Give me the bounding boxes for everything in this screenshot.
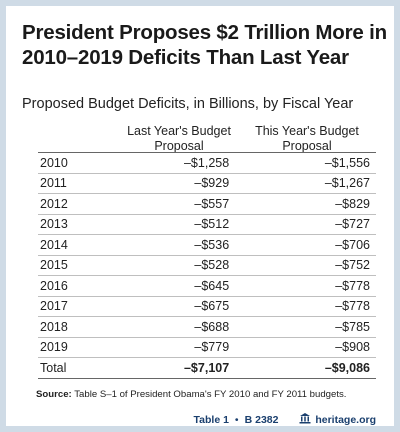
year-cell: 2013 bbox=[38, 214, 111, 235]
source-label: Source: bbox=[36, 389, 72, 400]
last-year-value: –$528 bbox=[110, 255, 238, 276]
column-header-this-year: This Year's Budget Proposal bbox=[255, 124, 359, 153]
source-note: Source: Table S–1 of President Obama's F… bbox=[36, 389, 386, 400]
table-row: 2012 –$557 –$829 bbox=[38, 193, 376, 215]
last-year-value: –$929 bbox=[110, 173, 238, 194]
year-cell: 2019 bbox=[38, 337, 111, 358]
year-cell: 2011 bbox=[38, 173, 111, 194]
table-total-row: Total –$7,107 –$9,086 bbox=[38, 357, 376, 379]
table-row: 2013 –$512 –$727 bbox=[38, 214, 376, 235]
year-cell: 2012 bbox=[38, 193, 111, 215]
last-year-value: –$779 bbox=[110, 337, 238, 358]
last-year-value: –$645 bbox=[110, 275, 238, 297]
table-label: Table 1 bbox=[193, 414, 229, 426]
this-year-value: –$752 bbox=[237, 255, 376, 276]
this-year-value: –$785 bbox=[237, 316, 376, 338]
this-year-value: –$778 bbox=[237, 275, 376, 297]
this-year-value: –$1,556 bbox=[237, 152, 376, 174]
site-link[interactable]: heritage.org bbox=[315, 414, 376, 426]
last-year-value: –$557 bbox=[110, 193, 238, 215]
last-year-value: –$7,107 bbox=[110, 357, 238, 379]
year-cell: 2017 bbox=[38, 296, 111, 317]
figure-body: President Proposes $2 Trillion More in 2… bbox=[12, 12, 388, 426]
bulletin-number: B 2382 bbox=[244, 414, 279, 426]
last-year-value: –$688 bbox=[110, 316, 238, 338]
year-cell: 2018 bbox=[38, 316, 111, 338]
year-cell: 2010 bbox=[38, 152, 111, 174]
this-year-value: –$9,086 bbox=[237, 357, 376, 379]
last-year-value: –$675 bbox=[110, 296, 238, 317]
column-header-last-year: Last Year's Budget Proposal bbox=[127, 124, 231, 153]
last-year-value: –$536 bbox=[110, 234, 238, 256]
last-year-value: –$512 bbox=[110, 214, 238, 235]
this-year-value: –$908 bbox=[237, 337, 376, 358]
footer-separator: • bbox=[234, 414, 239, 426]
this-year-value: –$727 bbox=[237, 214, 376, 235]
chart-title: President Proposes $2 Trillion More in 2… bbox=[22, 21, 387, 69]
table-row: 2014 –$536 –$706 bbox=[38, 234, 376, 256]
table-row: 2019 –$779 –$908 bbox=[38, 337, 376, 358]
last-year-value: –$1,258 bbox=[110, 152, 238, 174]
this-year-value: –$1,267 bbox=[237, 173, 376, 194]
year-cell: 2015 bbox=[38, 255, 111, 276]
this-year-value: –$778 bbox=[237, 296, 376, 317]
year-cell: 2014 bbox=[38, 234, 111, 256]
heritage-bell-icon bbox=[298, 412, 312, 427]
year-cell: Total bbox=[38, 357, 111, 379]
this-year-value: –$706 bbox=[237, 234, 376, 256]
source-text: Table S–1 of President Obama's FY 2010 a… bbox=[74, 389, 347, 400]
table-row: 2010 –$1,258 –$1,556 bbox=[38, 152, 376, 174]
table-row: 2018 –$688 –$785 bbox=[38, 316, 376, 338]
year-cell: 2016 bbox=[38, 275, 111, 297]
table-row: 2017 –$675 –$778 bbox=[38, 296, 376, 317]
chart-subtitle: Proposed Budget Deficits, in Billions, b… bbox=[22, 96, 354, 112]
table-row: 2011 –$929 –$1,267 bbox=[38, 173, 376, 194]
table-row: 2016 –$645 –$778 bbox=[38, 275, 376, 297]
this-year-value: –$829 bbox=[237, 193, 376, 215]
figure-footer: Table 1 • B 2382 heritage.org bbox=[194, 412, 376, 427]
deficit-table-body: 2010 –$1,258 –$1,556 2011 –$929 –$1,267 2012 –$… bbox=[38, 152, 376, 379]
table-row: 2015 –$528 –$752 bbox=[38, 255, 376, 276]
deficit-table: 2010 –$1,258 –$1,556 2011 –$929 –$1,267 2012 –$… bbox=[38, 152, 376, 379]
